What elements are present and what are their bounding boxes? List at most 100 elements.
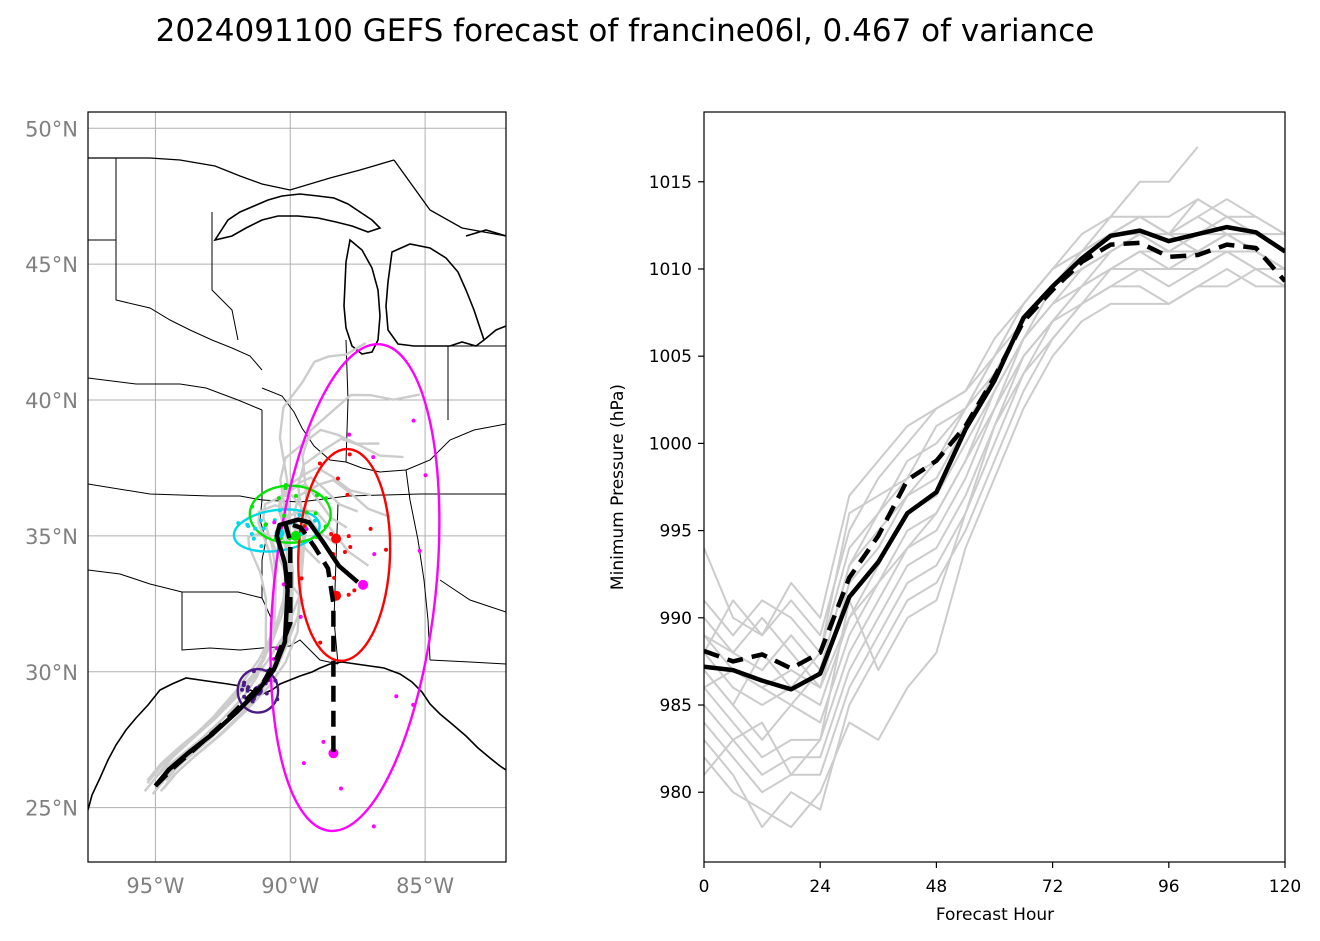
x-tick-label: 120: [1269, 877, 1301, 897]
cluster-ellipse-3: [297, 447, 392, 663]
member-position-dot: [261, 526, 266, 531]
y-tick-label: 1005: [649, 347, 692, 367]
member-pressure-line-10: [704, 268, 1285, 829]
member-pressure-line-6: [704, 233, 1285, 759]
y-tick-label: 1010: [649, 260, 692, 280]
member-position-dot: [246, 685, 251, 690]
member-position-dot: [240, 687, 245, 692]
cluster-ellipses: [232, 342, 441, 833]
member-position-dot: [299, 576, 304, 581]
member-position-dot: [294, 493, 299, 498]
x-tick-label: 48: [926, 877, 948, 897]
member-position-dot: [263, 522, 268, 527]
member-position-dot: [250, 699, 255, 704]
lake-michigan: [343, 238, 381, 355]
member-pressure-line-12: [704, 198, 1285, 654]
member-position-dot: [253, 526, 258, 531]
member-position-dot: [347, 452, 352, 457]
member-pressure-line-9: [704, 233, 1285, 829]
pressure-mean-dashed: [704, 240, 1285, 671]
y-tick-label: 1015: [649, 173, 692, 193]
member-position-dot: [259, 544, 264, 549]
y-tick-label: 990: [660, 609, 692, 629]
y-tick-label: 1000: [649, 434, 692, 454]
mean-track-dashed: [153, 520, 336, 788]
member-pressure-line-5: [704, 250, 1285, 741]
member-position-dot: [251, 669, 256, 674]
member-position-dot: [249, 532, 254, 537]
state-borders: [88, 158, 506, 665]
member-position-dot: [313, 511, 318, 516]
member-position-dot: [274, 646, 279, 651]
member-position-dot: [411, 418, 416, 423]
map-y-tick-label: 45°N: [25, 253, 78, 277]
map-y-tick-label: 25°N: [25, 797, 78, 821]
member-position-dot: [277, 508, 282, 513]
cluster-center-5: [328, 748, 339, 759]
member-position-dot: [346, 534, 351, 539]
map-y-tick-label: 40°N: [25, 389, 78, 413]
member-position-dot: [273, 678, 278, 683]
member-position-dot: [264, 691, 269, 696]
lake-huron: [465, 229, 506, 341]
figure-title: 2024091100 GEFS forecast of francine06l,…: [156, 13, 1095, 49]
member-position-dot: [411, 702, 416, 707]
lake-superior: [213, 193, 382, 242]
member-position-dot: [272, 520, 277, 525]
pressure-ticks: 0 24 48 72 96 120 980 985 990 995 1000 1005 1010 1015: [649, 173, 1301, 897]
map-y-tick-label: 50°N: [25, 117, 78, 141]
gulf-coastline: [88, 661, 506, 811]
member-position-dot: [348, 545, 353, 550]
member-track-1: [146, 494, 337, 782]
member-position-dot: [338, 786, 343, 791]
member-track-5: [143, 531, 305, 793]
member-pressure-line-11: [704, 233, 1285, 776]
member-position-dot: [304, 510, 309, 515]
member-pressure-line-0: [704, 146, 1199, 637]
member-position-dot: [323, 524, 328, 529]
cluster-center-4: [331, 533, 342, 544]
mean-pressure-lines: [704, 224, 1285, 692]
member-position-dot: [282, 513, 287, 518]
member-position-dot: [283, 486, 288, 491]
member-position-dot: [251, 536, 256, 541]
member-position-dot: [383, 547, 388, 552]
member-position-dot: [332, 575, 337, 580]
pressure-panel: 0 24 48 72 96 120 980 985 990 995 1000 1005 1010 1015…: [608, 111, 1301, 925]
member-position-dot: [297, 513, 302, 518]
y-tick-label: 980: [660, 783, 692, 803]
map-tick-labels: 95°W 90°W 85°W 25°N 30°N 35°N 40°N 45°N 50°N: [25, 117, 454, 898]
michigan-peninsula: [385, 243, 485, 347]
map-x-tick-label: 85°W: [396, 874, 454, 898]
cluster-center-2: [290, 530, 301, 541]
y-axis-label: Minimum Pressure (hPa): [608, 384, 628, 590]
member-pressure-line-8: [704, 250, 1285, 794]
member-position-dot: [242, 694, 247, 699]
cluster-center-6: [358, 579, 369, 590]
member-position-dot: [283, 483, 288, 488]
member-position-dot: [368, 526, 373, 531]
member-pressure-lines: [704, 146, 1285, 829]
member-position-dot: [372, 552, 377, 557]
member-position-dot: [371, 824, 376, 829]
member-position-dot: [245, 688, 250, 693]
member-position-dot: [317, 461, 322, 466]
member-position-dot: [347, 432, 352, 437]
member-position-dot: [423, 473, 428, 478]
member-position-dot: [302, 524, 307, 529]
track-map-panel: 95°W 90°W 85°W 25°N 30°N 35°N 40°N 45°N 50°N: [25, 111, 507, 898]
member-position-dot: [335, 476, 340, 481]
cluster-ellipse-4: [269, 342, 441, 833]
member-position-dot: [276, 496, 281, 501]
member-position-dot: [324, 496, 329, 501]
member-position-dot: [298, 614, 303, 619]
member-pressure-line-7: [704, 268, 1285, 776]
mean-tracks: [153, 517, 360, 788]
map-frame: [87, 111, 507, 863]
x-tick-label: 72: [1042, 877, 1064, 897]
member-position-dot: [346, 592, 351, 597]
member-position-dot: [275, 697, 280, 702]
member-position-dot: [417, 548, 422, 553]
member-position-dot: [329, 531, 334, 536]
